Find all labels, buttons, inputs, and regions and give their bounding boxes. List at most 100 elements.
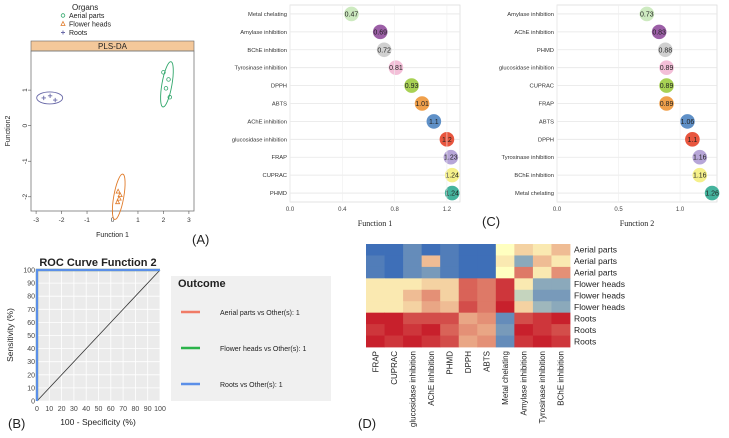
roc-title: ROC Curve Function 2 [39, 257, 156, 269]
category-label: CUPRAC [530, 84, 554, 90]
heatmap-cell [440, 335, 460, 348]
point-marker [117, 191, 123, 197]
heatmap-cell [421, 266, 441, 279]
heatmap-cell [551, 301, 571, 314]
heatmap-column-label: BChE inhibition [557, 351, 566, 406]
heatmap-cell [458, 324, 478, 336]
x-tick-label: 1.2 [443, 207, 452, 213]
heatmap-row-label: Aerial parts [574, 256, 617, 266]
y-tick-label: 100 [23, 268, 35, 275]
heatmap-cell [403, 289, 423, 302]
heatmap-cell [514, 278, 534, 291]
value-label: 1.16 [693, 155, 707, 162]
heatmap-cell [514, 335, 534, 348]
value-label: 0.93 [405, 83, 419, 90]
heatmap-cell [403, 312, 423, 325]
y-tick-label: 0 [31, 399, 35, 406]
point-marker [166, 77, 171, 82]
value-label: 0.89 [660, 65, 674, 72]
value-dot [651, 24, 667, 40]
heatmap-cell [532, 244, 552, 256]
y-tick-label: 10 [27, 385, 35, 392]
heatmap-cell [403, 266, 423, 279]
heatmap-cell [421, 278, 441, 291]
x-tick-label: 90 [144, 406, 152, 413]
roc-y-axis-title: Sensitivity (%) [5, 308, 15, 362]
value-dot [344, 6, 359, 22]
y-axis-title: Function2 [5, 116, 12, 147]
heatmap-cell [403, 278, 423, 291]
x-axis-title: Function 1 [96, 232, 129, 239]
x-axis-title: Function 1 [358, 219, 392, 228]
heatmap-cell [532, 266, 552, 279]
value-label: 1.24 [445, 191, 459, 198]
y-tick-label: 50 [27, 333, 35, 340]
value-dot [376, 42, 392, 58]
heatmap-cell [514, 312, 534, 325]
x-tick-label: -2 [59, 217, 65, 224]
category-label: PHMD [270, 191, 287, 197]
heatmap-cell [551, 244, 571, 256]
heatmap-cell [366, 324, 385, 336]
heatmap-cell [440, 301, 460, 314]
heatmap-cell [384, 301, 404, 314]
heatmap-cell [403, 255, 423, 268]
value-label: 0.81 [389, 65, 403, 72]
heatmap-cell [514, 324, 534, 336]
x-tick-label: 3 [187, 217, 191, 224]
heatmap-cell [551, 289, 571, 302]
value-label: 0.89 [660, 101, 674, 108]
roc-legend-title: Outcome [178, 278, 226, 290]
heatmap-cell [366, 255, 385, 268]
heatmap-row-label: Roots [574, 336, 596, 346]
group-ellipse-0 [160, 61, 174, 108]
category-label: Amylase inhibition [507, 12, 554, 18]
value-dot [692, 149, 708, 165]
heatmap-cell [477, 289, 497, 302]
x-tick-label: 0.0 [286, 207, 295, 213]
x-tick-label: 50 [95, 406, 103, 413]
value-label: 0.47 [345, 11, 359, 18]
heatmap-cell [458, 312, 478, 325]
category-label: AChE inhibition [247, 119, 287, 125]
heatmap-cell [495, 266, 515, 279]
value-dot [680, 114, 695, 129]
heatmap-cell [477, 266, 497, 279]
heatmap-cell [384, 335, 404, 348]
value-label: 0.73 [640, 11, 654, 18]
heatmap-cell [366, 266, 385, 279]
x-tick-label: 20 [58, 406, 66, 413]
value-dot [658, 42, 673, 58]
heatmap-cell [366, 301, 385, 314]
value-dot [414, 96, 430, 111]
y-tick-label: 70 [27, 307, 35, 314]
value-dot [659, 78, 674, 93]
heatmap-cell [403, 324, 423, 336]
category-label: CUPRAC [263, 173, 287, 179]
heatmap-column-label: Metal chelating [501, 351, 510, 405]
heatmap-cell [421, 335, 441, 348]
legend-label: Flower heads [69, 22, 112, 29]
heatmap-row-label: Aerial parts [574, 245, 617, 255]
category-label: Tyrosinase inhibition [501, 155, 554, 161]
heatmap-cell [495, 255, 515, 268]
y-tick-label: 40 [27, 346, 35, 353]
value-dot [444, 167, 460, 183]
value-label: 1.23 [444, 155, 458, 162]
heatmap-column-label: CUPRAC [390, 351, 399, 385]
heatmap-cell [440, 244, 460, 256]
legend-label: Roots [69, 30, 88, 37]
heatmap-cell [458, 278, 478, 291]
category-label: FRAP [272, 155, 288, 161]
dotplot-function2-panel: Amylase inhibition 0.73 AChE inhibition 0.8… [499, 4, 720, 228]
heatmap-column-label: glucosidase inhibition [408, 351, 417, 427]
heatmap-cell [514, 255, 534, 268]
heatmap-cell [366, 289, 385, 302]
heatmap-cell [532, 335, 552, 348]
value-dot [388, 60, 404, 75]
heatmap-cell [421, 289, 441, 302]
heatmap-cell [384, 324, 404, 336]
category-label: FRAP [539, 102, 555, 108]
